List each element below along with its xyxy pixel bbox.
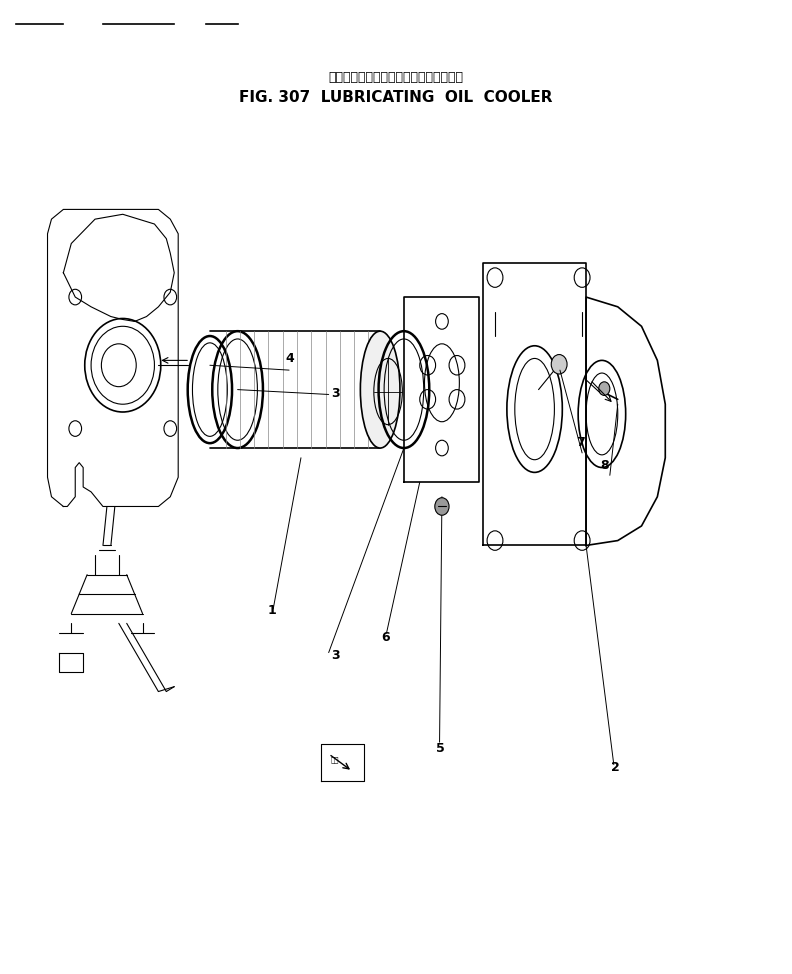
Text: 4: 4 <box>285 353 294 365</box>
Text: FIG. 307  LUBRICATING  OIL  COOLER: FIG. 307 LUBRICATING OIL COOLER <box>239 90 553 105</box>
Text: 3: 3 <box>331 388 340 400</box>
Ellipse shape <box>599 382 610 395</box>
Text: 3: 3 <box>331 650 340 662</box>
Text: 1: 1 <box>268 604 276 617</box>
Text: 6: 6 <box>382 631 390 644</box>
Polygon shape <box>586 297 665 545</box>
Text: 2: 2 <box>611 762 620 774</box>
Polygon shape <box>48 209 178 506</box>
Polygon shape <box>59 653 83 672</box>
Ellipse shape <box>435 498 449 515</box>
Ellipse shape <box>360 331 400 448</box>
Text: 7: 7 <box>577 436 585 449</box>
Text: 5: 5 <box>436 742 444 755</box>
Text: 前方: 前方 <box>330 757 339 764</box>
Polygon shape <box>404 297 479 482</box>
Ellipse shape <box>551 355 567 374</box>
Text: 8: 8 <box>600 460 609 472</box>
Polygon shape <box>483 263 586 545</box>
Text: ルーブリケーティング　オイル　クーラ: ルーブリケーティング オイル クーラ <box>329 71 463 85</box>
